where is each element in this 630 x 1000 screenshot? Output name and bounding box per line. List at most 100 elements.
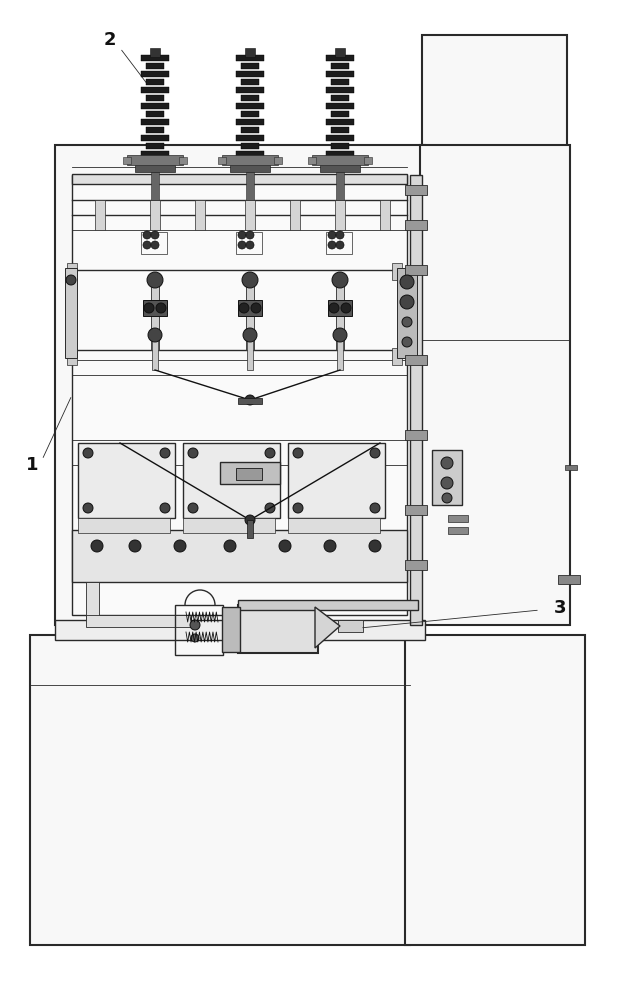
Circle shape	[293, 503, 303, 513]
Bar	[175, 605, 223, 655]
Bar	[222, 607, 240, 652]
Bar	[141, 87, 169, 93]
Circle shape	[143, 231, 151, 239]
Bar	[326, 87, 354, 93]
Bar	[448, 515, 468, 522]
Bar	[146, 159, 164, 165]
Bar	[331, 143, 349, 149]
Bar	[238, 300, 262, 316]
Circle shape	[190, 620, 200, 630]
Bar	[67, 263, 77, 280]
Bar	[331, 95, 349, 101]
Bar	[241, 127, 259, 133]
Bar	[331, 127, 349, 133]
Circle shape	[143, 241, 151, 249]
Circle shape	[224, 540, 236, 552]
Bar	[247, 340, 253, 370]
Bar	[326, 135, 354, 141]
Bar	[30, 635, 410, 945]
Bar	[326, 151, 354, 157]
Bar	[220, 462, 280, 484]
Circle shape	[293, 448, 303, 458]
Bar	[312, 155, 368, 165]
Bar	[246, 285, 254, 350]
Bar	[95, 200, 105, 230]
Bar	[288, 443, 385, 518]
Circle shape	[400, 295, 414, 309]
Bar	[241, 95, 259, 101]
Bar	[236, 87, 264, 93]
Bar	[141, 71, 169, 77]
Bar	[236, 55, 264, 61]
Bar	[364, 157, 372, 164]
Circle shape	[156, 303, 166, 313]
Circle shape	[148, 328, 162, 342]
Bar	[241, 159, 259, 165]
Bar	[150, 48, 160, 57]
Circle shape	[151, 231, 159, 239]
Bar	[405, 635, 585, 945]
Bar	[392, 348, 402, 365]
Bar	[236, 135, 264, 141]
Bar	[326, 71, 354, 77]
Bar	[405, 220, 427, 230]
Circle shape	[265, 503, 275, 513]
Circle shape	[324, 540, 336, 552]
Bar	[236, 103, 264, 109]
Bar	[405, 560, 427, 570]
Bar	[448, 527, 468, 534]
Circle shape	[441, 477, 453, 489]
Circle shape	[402, 317, 412, 327]
Circle shape	[265, 448, 275, 458]
Circle shape	[332, 272, 348, 288]
Circle shape	[239, 303, 249, 313]
Bar	[392, 263, 402, 280]
Bar	[141, 55, 169, 61]
Bar	[320, 164, 360, 172]
Circle shape	[238, 231, 246, 239]
Bar	[78, 518, 170, 533]
Circle shape	[245, 515, 255, 525]
Circle shape	[129, 540, 141, 552]
Bar	[141, 103, 169, 109]
Circle shape	[245, 395, 255, 405]
Bar	[141, 119, 169, 125]
Bar	[336, 170, 344, 200]
Circle shape	[91, 540, 103, 552]
Circle shape	[144, 303, 154, 313]
Bar	[236, 71, 264, 77]
Bar	[150, 200, 160, 230]
Bar	[151, 170, 159, 200]
Bar	[183, 518, 275, 533]
Circle shape	[370, 448, 380, 458]
Circle shape	[246, 231, 254, 239]
Bar	[151, 285, 159, 350]
Circle shape	[329, 303, 339, 313]
Bar	[141, 151, 169, 157]
Bar	[241, 63, 259, 69]
Bar	[336, 285, 344, 350]
Bar	[127, 155, 183, 165]
Bar	[218, 157, 226, 164]
Bar	[236, 119, 264, 125]
Bar	[146, 127, 164, 133]
Bar	[290, 200, 300, 230]
Circle shape	[336, 241, 344, 249]
Bar	[331, 111, 349, 117]
Circle shape	[191, 634, 199, 642]
Bar	[143, 300, 167, 316]
Bar	[146, 143, 164, 149]
Bar	[420, 145, 570, 625]
Bar	[72, 174, 407, 184]
Bar	[241, 79, 259, 85]
Bar	[405, 265, 427, 275]
Bar	[146, 79, 164, 85]
Bar	[410, 175, 422, 625]
Bar	[326, 55, 354, 61]
Bar	[238, 398, 262, 404]
Bar	[146, 95, 164, 101]
Circle shape	[328, 231, 336, 239]
Bar	[335, 200, 345, 230]
Bar	[236, 468, 262, 480]
Bar	[236, 232, 262, 254]
